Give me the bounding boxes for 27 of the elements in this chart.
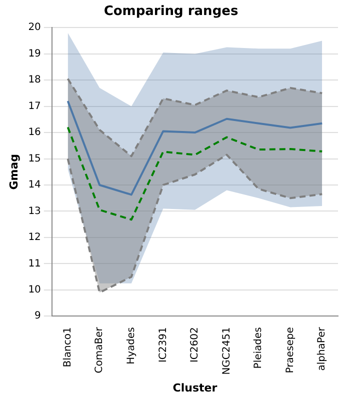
y-tick-label: 10 [28, 284, 41, 296]
line-series [66, 78, 324, 158]
y-tick-label: 15 [28, 153, 41, 164]
x-tick-label: alphaPer [316, 326, 328, 371]
line-series [66, 126, 324, 221]
x-tick-label: IC2391 [158, 327, 169, 363]
y-tick-label: 17 [28, 100, 41, 112]
y-tick-label: 9 [34, 310, 41, 322]
y-tick-label: 20 [28, 22, 41, 34]
x-axis-title: Cluster [172, 381, 218, 394]
x-tick-label: Praesepe [284, 327, 296, 374]
y-tick-label: 18 [28, 74, 41, 86]
x-tick-label: Hyades [126, 327, 137, 364]
y-tick-label: 19 [28, 48, 41, 60]
line-series [66, 154, 324, 294]
x-tick-label: NGC2451 [221, 327, 232, 375]
x-tick-label: IC2602 [190, 327, 201, 363]
x-tick-label: ComaBer [94, 326, 106, 374]
y-tick-label: 11 [28, 258, 41, 270]
y-tick-label: 12 [28, 232, 41, 244]
y-axis-title: Gmag [7, 154, 20, 190]
x-tick-label: Blanco1 [62, 327, 74, 368]
x-tick-label: Pleiades [253, 327, 264, 369]
y-tick-label: 13 [28, 206, 41, 217]
chart-title: Comparing ranges [104, 4, 238, 20]
y-tick-label: 16 [28, 127, 41, 138]
y-tick-label: 14 [28, 180, 41, 191]
